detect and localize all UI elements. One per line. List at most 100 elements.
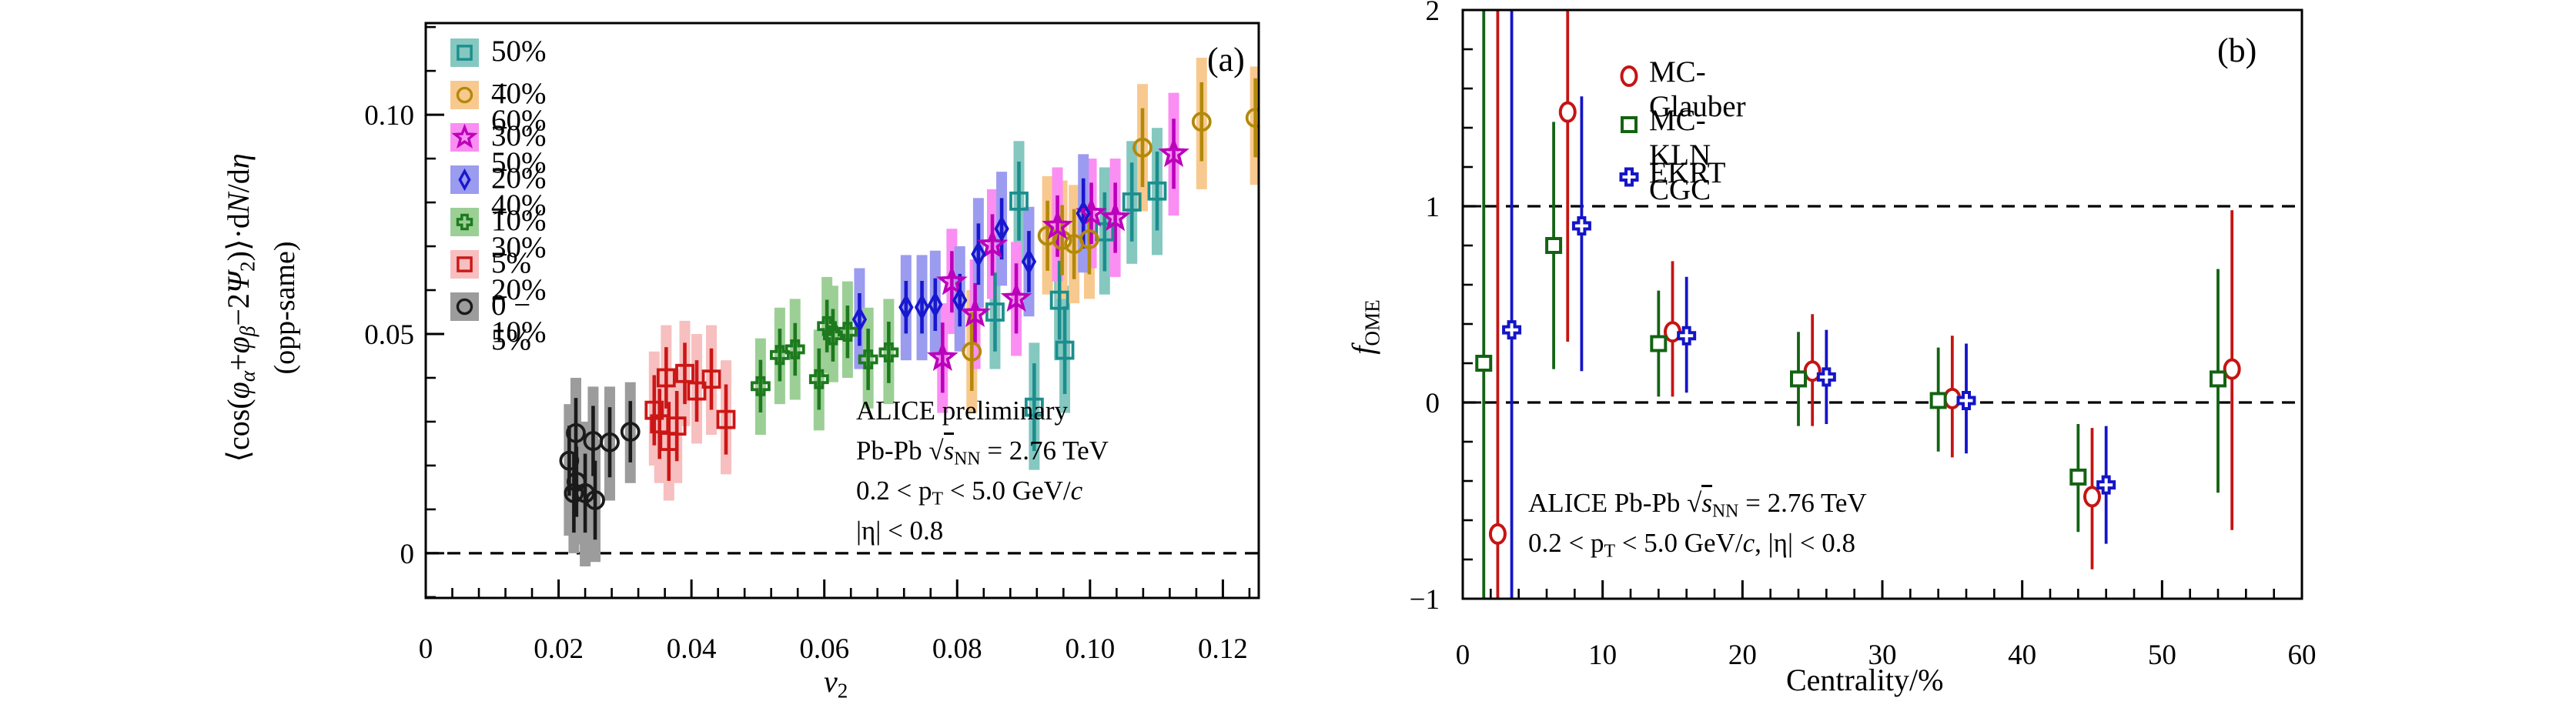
data-point [1956, 390, 1976, 410]
legend-swatch [450, 123, 479, 152]
annotation-line: 0.2 < pT < 5.0 GeV/c [856, 476, 1083, 509]
data-point [898, 293, 914, 321]
panel-b-plot-area: 0 10 20 30 40 50 60 −1 0 1 2 [1410, 0, 2317, 671]
x-tick-label: 0.02 [534, 633, 584, 665]
teal-square-marker-icon [450, 38, 479, 67]
annotation-line: |η| < 0.8 [856, 516, 944, 546]
legend-marker-icon [1619, 167, 1639, 187]
data-point [769, 345, 790, 366]
legend-marker-icon [451, 123, 478, 149]
series-MC-KLN-CGC [1475, 237, 2226, 486]
panel-b-y-axis-label: fOME [1346, 299, 1384, 355]
legend-marker-icon [1621, 116, 1638, 133]
tick-labels: 0 0.02 0.04 0.06 0.08 0.10 0.12 0 0.05 0.10 [364, 100, 1248, 665]
panel-a-x-axis-label: v2 [824, 664, 848, 703]
data-point [971, 240, 986, 268]
data-point [675, 363, 694, 383]
x-tick-label: 0.06 [799, 633, 849, 665]
data-point [928, 291, 943, 319]
data-point [962, 341, 982, 362]
data-point [1076, 199, 1091, 227]
series-MC-Glauber [1488, 101, 2241, 545]
data-point [994, 215, 1009, 242]
data-point [1055, 340, 1075, 360]
green-plus-marker-icon [450, 208, 479, 236]
panel-a-plot-area: 0 0.02 0.04 0.06 0.08 0.10 0.12 0 0.05 0.10 [364, 22, 1260, 665]
data-point [1571, 216, 1591, 235]
stat-errors [969, 78, 1257, 392]
x-tick-label: 0.10 [1065, 633, 1115, 665]
data-point [926, 341, 958, 372]
y-tick-label: 0 [400, 539, 415, 570]
data-point [585, 490, 605, 510]
green-square-marker-icon [1621, 116, 1638, 133]
legend-marker-icon [456, 298, 473, 316]
axis-ticks [1461, 8, 2303, 600]
x-tick-label: 10 [1588, 640, 1617, 671]
black-circle-marker-icon [450, 292, 479, 321]
data-point [1158, 137, 1189, 168]
x-tick-label: 0.08 [932, 633, 982, 665]
data-point [1000, 282, 1032, 312]
data-point [1929, 392, 1947, 409]
legend-label: 10% − 20% [491, 204, 547, 306]
panel-b-tag: (b) [2217, 32, 2257, 69]
legend-label: 0 − 5% [491, 289, 531, 356]
data-point [620, 422, 641, 442]
data-point [716, 409, 736, 429]
x-tick-label: 0.12 [1198, 633, 1248, 665]
data-point [808, 369, 829, 389]
x-tick-label: 30 [1868, 640, 1897, 671]
data-point [750, 376, 771, 396]
legend-label: 50% − 60% [491, 35, 547, 137]
x-tick-label: 20 [1728, 640, 1757, 671]
x-tick-label: 50 [2148, 640, 2176, 671]
annotation-line: ALICE Pb-Pb √sNN = 2.76 TeV [1528, 483, 1867, 532]
legend-label: 30% − 40% [491, 119, 547, 222]
blue-plus-marker-icon [1619, 167, 1639, 187]
legend-marker-icon [456, 213, 473, 231]
red-square-marker-icon [450, 250, 479, 279]
annotation-line: 0.2 < pT < 5.0 GeV/c, |η| < 0.8 [1528, 528, 1855, 562]
panel-a-tag: (a) [1207, 41, 1245, 78]
data-point [1076, 196, 1107, 227]
data-point [1790, 370, 1807, 388]
data-point [1677, 326, 1697, 346]
data-point [952, 286, 968, 314]
errors-EKRT [1510, 10, 2108, 599]
data-point [2223, 358, 2241, 380]
tick-labels: 0 10 20 30 40 50 60 −1 0 1 2 [1410, 0, 2317, 671]
x-tick-label: 0 [1456, 640, 1470, 671]
data-point [823, 325, 843, 346]
legend-label: EKRT [1649, 156, 1726, 189]
legend-label: 40% − 50% [491, 77, 547, 179]
annotation-line: ALICE preliminary [856, 396, 1069, 426]
data-point [1545, 237, 1563, 254]
y-tick-label: −1 [1410, 584, 1440, 616]
data-point [785, 339, 805, 359]
data-point [701, 369, 721, 389]
series-5-10- [644, 363, 736, 451]
data-point [687, 381, 707, 401]
legend-label: 20% − 30% [491, 162, 547, 264]
data-point [1650, 335, 1668, 352]
y-tick-label: 2 [1426, 0, 1440, 27]
plot-frame [424, 22, 1260, 599]
legend-swatch [450, 208, 479, 236]
legend-marker-icon [457, 45, 473, 61]
data-point [936, 265, 968, 296]
legend-marker-icon [1620, 65, 1638, 87]
red-circle-marker-icon [1620, 65, 1638, 87]
data-point [985, 302, 1005, 322]
data-point [1021, 248, 1037, 276]
series-10-20- [750, 316, 899, 396]
data-point [878, 342, 899, 362]
errors-MC-KLN-CGC [1482, 10, 2220, 599]
legend-marker-icon [457, 256, 473, 272]
series-40-50- [962, 108, 1259, 362]
y-tick-label: 0.05 [364, 319, 414, 351]
data-point [2096, 475, 2116, 495]
panel-b-x-axis-label: Centrality/% [1786, 663, 1944, 697]
